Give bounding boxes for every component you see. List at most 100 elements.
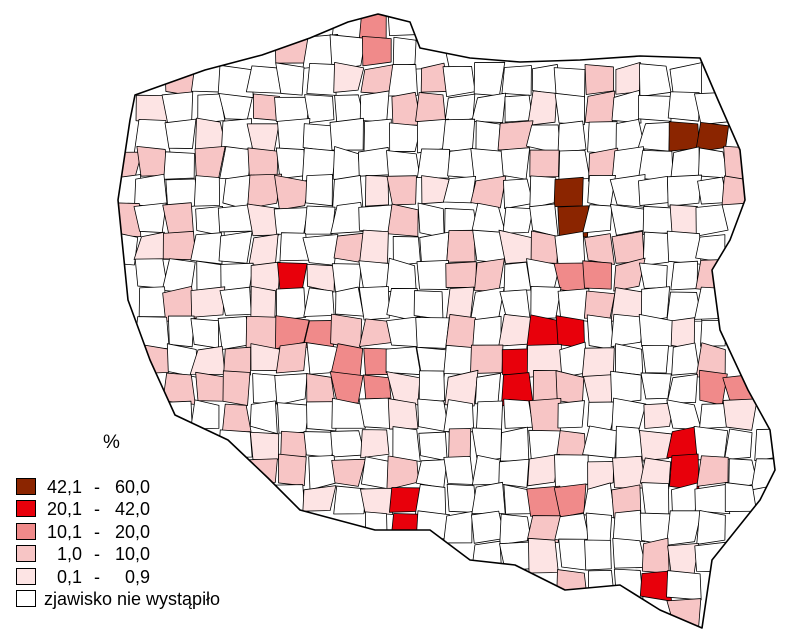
county-region — [584, 64, 614, 95]
county-region — [161, 91, 194, 125]
county-region — [138, 286, 168, 318]
county-region — [413, 290, 444, 321]
county-region — [386, 455, 419, 491]
county-region — [694, 484, 731, 515]
county-region — [388, 64, 418, 97]
county-region — [275, 62, 305, 96]
county-region — [302, 234, 339, 266]
county-region — [500, 426, 530, 462]
county-region — [557, 120, 587, 154]
county-region — [470, 344, 504, 374]
county-region — [250, 285, 277, 321]
legend-swatch — [16, 478, 36, 495]
county-region — [581, 347, 615, 378]
county-region — [418, 370, 446, 404]
county-region — [279, 232, 310, 262]
county-region — [390, 513, 421, 542]
legend-low: 0,1 — [56, 566, 82, 587]
county-region — [248, 233, 279, 266]
county-region — [501, 65, 532, 96]
legend-low: 42,1 — [46, 477, 82, 497]
county-region — [387, 203, 419, 237]
county-region — [305, 174, 333, 207]
county-region — [246, 203, 280, 237]
county-region — [553, 67, 586, 98]
county-region — [444, 369, 479, 407]
county-region — [275, 315, 310, 350]
county-region — [528, 398, 562, 434]
county-region — [386, 288, 418, 322]
county-region — [219, 286, 252, 316]
county-region — [666, 510, 702, 546]
county-region — [441, 118, 476, 152]
county-region — [193, 175, 221, 207]
country-border — [117, 13, 776, 629]
county-region — [330, 313, 363, 351]
county-region — [134, 258, 168, 289]
county-region — [666, 399, 702, 430]
county-region — [306, 373, 336, 406]
county-region — [471, 454, 501, 486]
county-region — [641, 482, 670, 519]
legend-range: 0,1-0,9 — [44, 566, 150, 588]
county-region — [694, 91, 729, 125]
legend-high: 42,0 — [114, 499, 150, 520]
county-region — [358, 286, 390, 321]
county-region — [223, 346, 252, 378]
county-region — [163, 151, 195, 180]
legend-range: 42,1-60,0 — [44, 476, 150, 498]
county-region — [418, 431, 448, 462]
county-region — [359, 229, 389, 264]
county-region — [446, 483, 477, 513]
county-region — [392, 426, 421, 462]
county-region — [386, 150, 421, 178]
county-region — [475, 372, 501, 405]
county-region — [498, 458, 530, 488]
legend-low: 10,1 — [46, 521, 82, 542]
county-region — [554, 231, 586, 265]
county-region — [190, 318, 219, 349]
county-region — [357, 147, 390, 177]
county-region — [583, 290, 616, 319]
county-region — [335, 286, 364, 317]
county-region — [358, 204, 393, 233]
county-region — [306, 263, 335, 293]
county-region — [610, 313, 645, 348]
county-region — [164, 118, 197, 149]
county-region — [724, 482, 757, 512]
legend-low: 1,0 — [56, 544, 82, 565]
legend-high: 60,0 — [114, 477, 150, 497]
county-region — [609, 203, 647, 236]
county-region — [527, 90, 558, 126]
county-region — [503, 178, 534, 209]
county-region — [415, 484, 447, 515]
county-region — [668, 121, 700, 152]
county-region — [278, 453, 307, 487]
county-region — [695, 234, 726, 263]
county-region — [416, 259, 449, 290]
county-region — [471, 540, 503, 573]
county-region — [330, 430, 366, 458]
county-region — [419, 231, 450, 264]
county-region — [754, 428, 775, 461]
county-region — [273, 207, 309, 237]
county-region — [195, 371, 226, 402]
county-region — [331, 458, 366, 487]
county-region — [133, 202, 167, 233]
county-region — [274, 174, 310, 211]
legend-high: 20,0 — [114, 521, 150, 542]
county-region — [333, 485, 367, 515]
county-region — [612, 509, 646, 543]
county-region — [588, 569, 615, 600]
county-region — [252, 373, 281, 405]
county-region — [666, 373, 698, 404]
county-region — [642, 205, 675, 235]
county-region — [219, 146, 253, 181]
county-region — [475, 120, 501, 154]
county-region — [693, 425, 729, 462]
county-region — [613, 257, 646, 292]
county-region — [249, 431, 280, 461]
county-region — [417, 148, 450, 179]
county-region — [218, 230, 253, 264]
county-region — [612, 537, 647, 569]
